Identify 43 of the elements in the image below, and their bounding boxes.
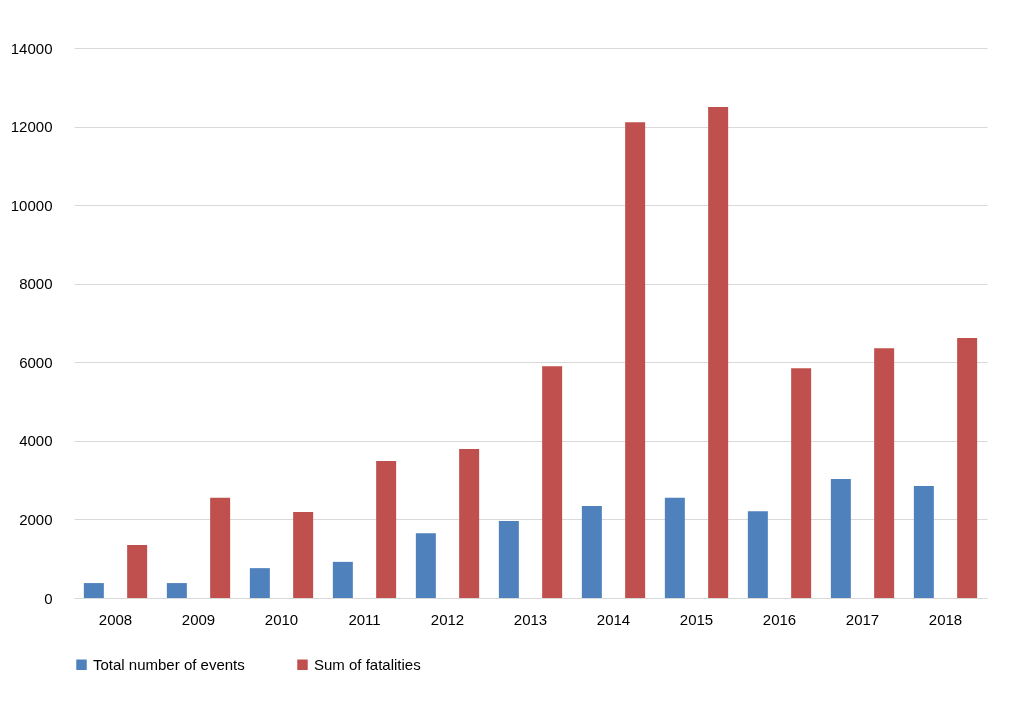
y-tick-label: 8000 (19, 275, 53, 293)
bar (249, 568, 270, 598)
x-tick-label: 2018 (928, 610, 963, 628)
bar (542, 366, 563, 598)
y-tick-label: 4000 (19, 432, 53, 450)
y-tick-label: 2000 (19, 510, 53, 528)
y-tick-label: 0 (44, 589, 53, 607)
bar (747, 511, 768, 598)
bar (415, 533, 436, 598)
y-tick-label: 14000 (10, 39, 53, 57)
bar (166, 583, 187, 598)
bar (830, 478, 851, 598)
y-tick-label: 6000 (19, 353, 53, 371)
bar (210, 497, 231, 598)
x-tick-label: 2011 (348, 610, 381, 628)
bar (127, 544, 148, 598)
bar (664, 497, 685, 598)
bar (332, 561, 353, 598)
bar (459, 449, 480, 598)
x-tick-label: 2008 (98, 610, 133, 628)
bar (708, 106, 729, 598)
y-tick-label: 10000 (10, 196, 53, 214)
legend-label: Total number of events (93, 655, 245, 673)
bar (376, 460, 397, 598)
x-tick-label: 2013 (513, 610, 548, 628)
bar (83, 583, 104, 598)
bar (913, 486, 934, 598)
x-tick-label: 2009 (181, 610, 216, 628)
x-tick-label: 2016 (762, 610, 797, 628)
y-tick-label: 12000 (10, 118, 53, 136)
bar (581, 506, 602, 598)
bar (874, 348, 895, 598)
x-tick-label: 2015 (679, 610, 714, 628)
x-tick-label: 2010 (264, 610, 299, 628)
x-tick-label: 2014 (596, 610, 631, 628)
x-tick-label: 2017 (845, 610, 880, 628)
bar (293, 511, 314, 598)
x-tick-label: 2012 (430, 610, 465, 628)
bar (498, 521, 519, 598)
legend-label: Sum of fatalities (314, 655, 421, 673)
bar (791, 368, 812, 598)
bar (957, 337, 978, 598)
bar (625, 122, 646, 598)
